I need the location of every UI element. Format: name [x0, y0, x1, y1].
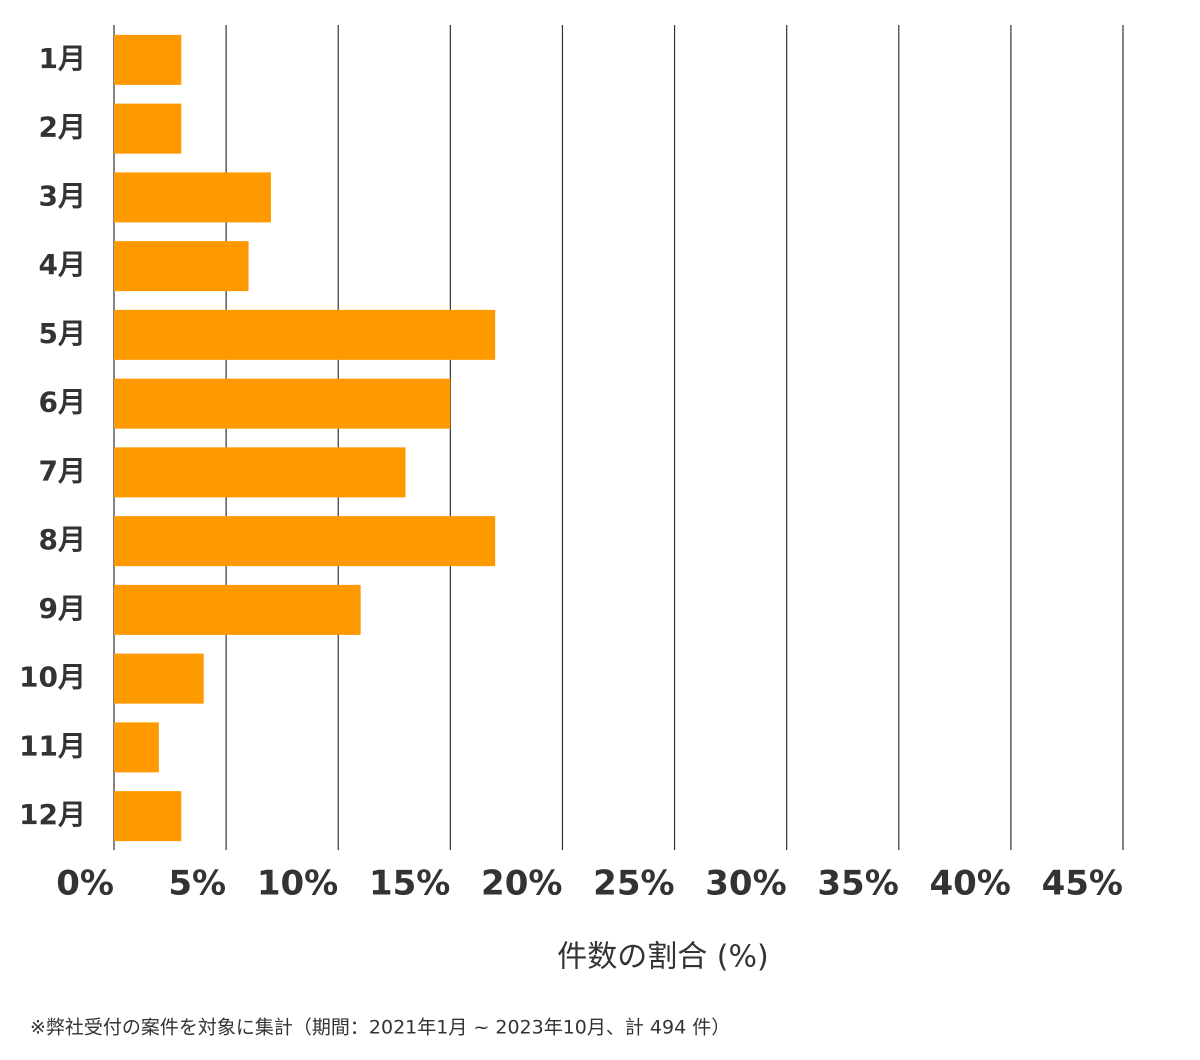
bar: [114, 378, 451, 429]
bar: [114, 241, 249, 292]
x-tick-label: 35%: [817, 864, 898, 904]
y-tick-label: 5月: [39, 317, 86, 350]
bar: [114, 584, 361, 635]
x-tick-label: 30%: [705, 864, 786, 904]
y-tick-label: 11月: [19, 729, 86, 762]
bar: [114, 447, 406, 498]
x-tick-label: 45%: [1042, 864, 1123, 904]
y-tick-label: 1月: [39, 42, 86, 75]
x-tick-label: 25%: [593, 864, 674, 904]
y-tick-label: 6月: [39, 386, 86, 419]
bar: [114, 103, 182, 154]
y-tick-label: 4月: [39, 248, 86, 281]
bar: [114, 653, 204, 704]
x-axis-title: 件数の割合 (%): [557, 940, 768, 975]
bar: [114, 722, 159, 773]
y-tick-label: 2月: [39, 111, 86, 144]
y-tick-label: 8月: [39, 523, 86, 556]
x-tick-label: 0%: [56, 864, 114, 904]
x-tick-label: 15%: [369, 864, 450, 904]
x-tick-label: 20%: [481, 864, 562, 904]
bar: [114, 34, 182, 85]
bar: [114, 309, 496, 360]
footnote: ※弊社受付の案件を対象に集計（期間：2021年1月 ~ 2023年10月、計 4…: [30, 1017, 730, 1039]
x-tick-label: 10%: [257, 864, 338, 904]
y-tick-label: 7月: [39, 454, 86, 487]
bar: [114, 791, 182, 842]
x-tick-label: 5%: [168, 864, 226, 904]
x-tick-label: 40%: [929, 864, 1010, 904]
y-tick-label: 3月: [39, 179, 86, 212]
y-tick-label: 12月: [19, 798, 86, 831]
bar: [114, 516, 496, 567]
y-tick-label: 10月: [19, 661, 86, 694]
y-tick-label: 9月: [39, 592, 86, 625]
bar: [114, 172, 271, 223]
